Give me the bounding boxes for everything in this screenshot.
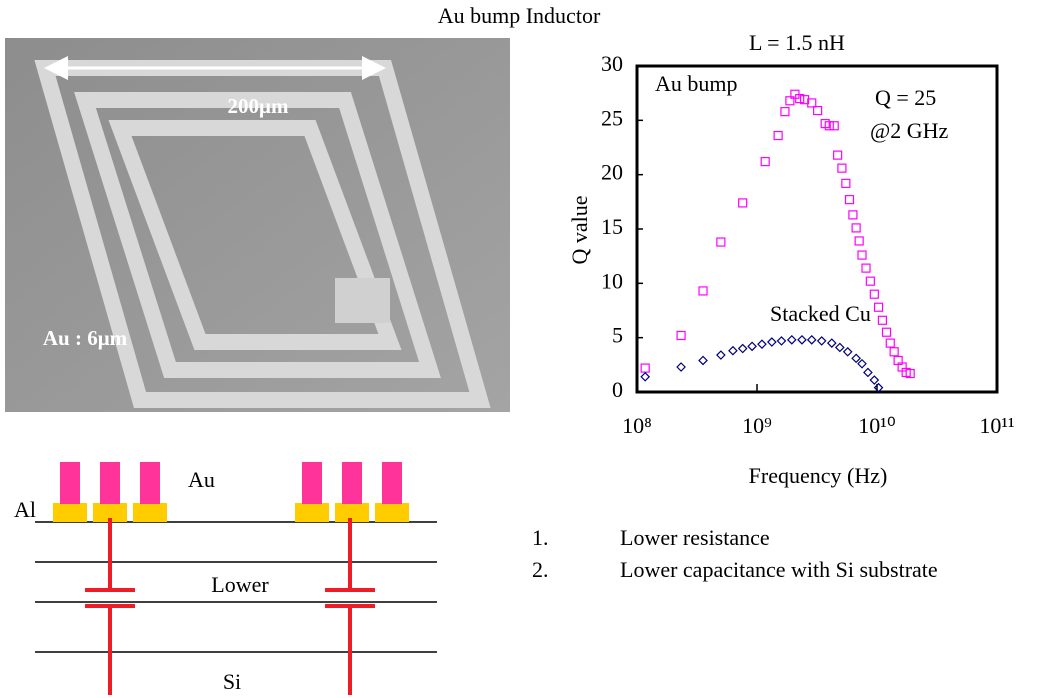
list-text: Lower capacitance with Si substrate — [620, 557, 938, 582]
annotation: @2 GHz — [870, 118, 949, 143]
x-tick-label: 10⁹ — [742, 413, 772, 438]
point — [748, 342, 756, 350]
x-tick-label: 10⁸ — [622, 413, 652, 438]
point — [798, 336, 806, 344]
point — [641, 364, 649, 372]
point — [729, 347, 737, 355]
point — [739, 199, 747, 207]
list-number: 1. — [532, 525, 549, 550]
point — [699, 356, 707, 364]
point — [808, 336, 816, 344]
y-tick-label: 25 — [601, 105, 623, 130]
point — [768, 338, 776, 346]
point — [886, 339, 894, 347]
slide-title: Au bump Inductor — [438, 3, 601, 28]
point — [814, 107, 822, 115]
point — [677, 331, 685, 339]
point — [852, 354, 860, 362]
point — [849, 211, 857, 219]
y-tick-label: 30 — [601, 51, 623, 76]
point — [838, 164, 846, 172]
point — [842, 179, 850, 187]
point — [758, 340, 766, 348]
cross-section: Au Al Lower Si — [14, 462, 437, 695]
al-label: Al — [14, 497, 36, 522]
point — [844, 348, 852, 356]
x-axis-label: Frequency (Hz) — [749, 463, 888, 488]
list: 1. Lower resistance 2. Lower capacitance… — [532, 525, 938, 582]
point — [818, 337, 826, 345]
point — [717, 238, 725, 246]
point — [864, 368, 872, 376]
point — [875, 384, 883, 392]
point — [883, 328, 891, 336]
point — [788, 336, 796, 344]
list-text: Lower resistance — [620, 525, 770, 550]
y-tick-label: 10 — [601, 268, 623, 293]
point — [858, 251, 866, 259]
thickness-label: Au : 6μm — [43, 326, 128, 350]
au-label: Au — [188, 467, 215, 492]
si-label: Si — [223, 669, 241, 694]
chart: L = 1.5 nH Frequency (Hz) Q value Q = 25… — [567, 30, 1015, 488]
point — [855, 237, 863, 245]
chart-title: L = 1.5 nH — [749, 30, 845, 55]
point — [777, 337, 785, 345]
point — [834, 151, 842, 159]
point — [852, 224, 860, 232]
x-tick-label: 10¹¹ — [979, 413, 1014, 438]
point — [875, 303, 883, 311]
point — [866, 277, 874, 285]
y-tick-label: 15 — [601, 214, 623, 239]
point — [846, 196, 854, 204]
width-label: 200μm — [228, 94, 289, 118]
list-number: 2. — [532, 557, 549, 582]
point — [828, 339, 836, 347]
point — [836, 343, 844, 351]
point — [739, 345, 747, 353]
sem-image: 200μm Au : 6μm — [5, 38, 510, 412]
lower-label: Lower — [211, 572, 269, 597]
point — [641, 373, 649, 381]
series-label: Au bump — [655, 71, 738, 96]
point — [699, 287, 707, 295]
y-axis-label: Q value — [567, 195, 592, 264]
point — [870, 376, 878, 384]
point — [781, 108, 789, 116]
point — [890, 348, 898, 356]
point — [677, 363, 685, 371]
series-label: Stacked Cu — [770, 301, 871, 326]
point — [717, 351, 725, 359]
y-tick-label: 20 — [601, 160, 623, 185]
point — [878, 316, 886, 324]
x-tick-label: 10¹⁰ — [858, 413, 896, 438]
point — [774, 132, 782, 140]
slide: Au bump Inductor 200μm Au : 6μm Au — [0, 0, 1038, 698]
point — [870, 290, 878, 298]
annotation: Q = 25 — [875, 85, 936, 110]
y-tick-label: 0 — [612, 377, 623, 402]
point — [858, 360, 866, 368]
y-tick-label: 5 — [612, 323, 623, 348]
point — [862, 264, 870, 272]
point — [830, 122, 838, 130]
point — [761, 158, 769, 166]
